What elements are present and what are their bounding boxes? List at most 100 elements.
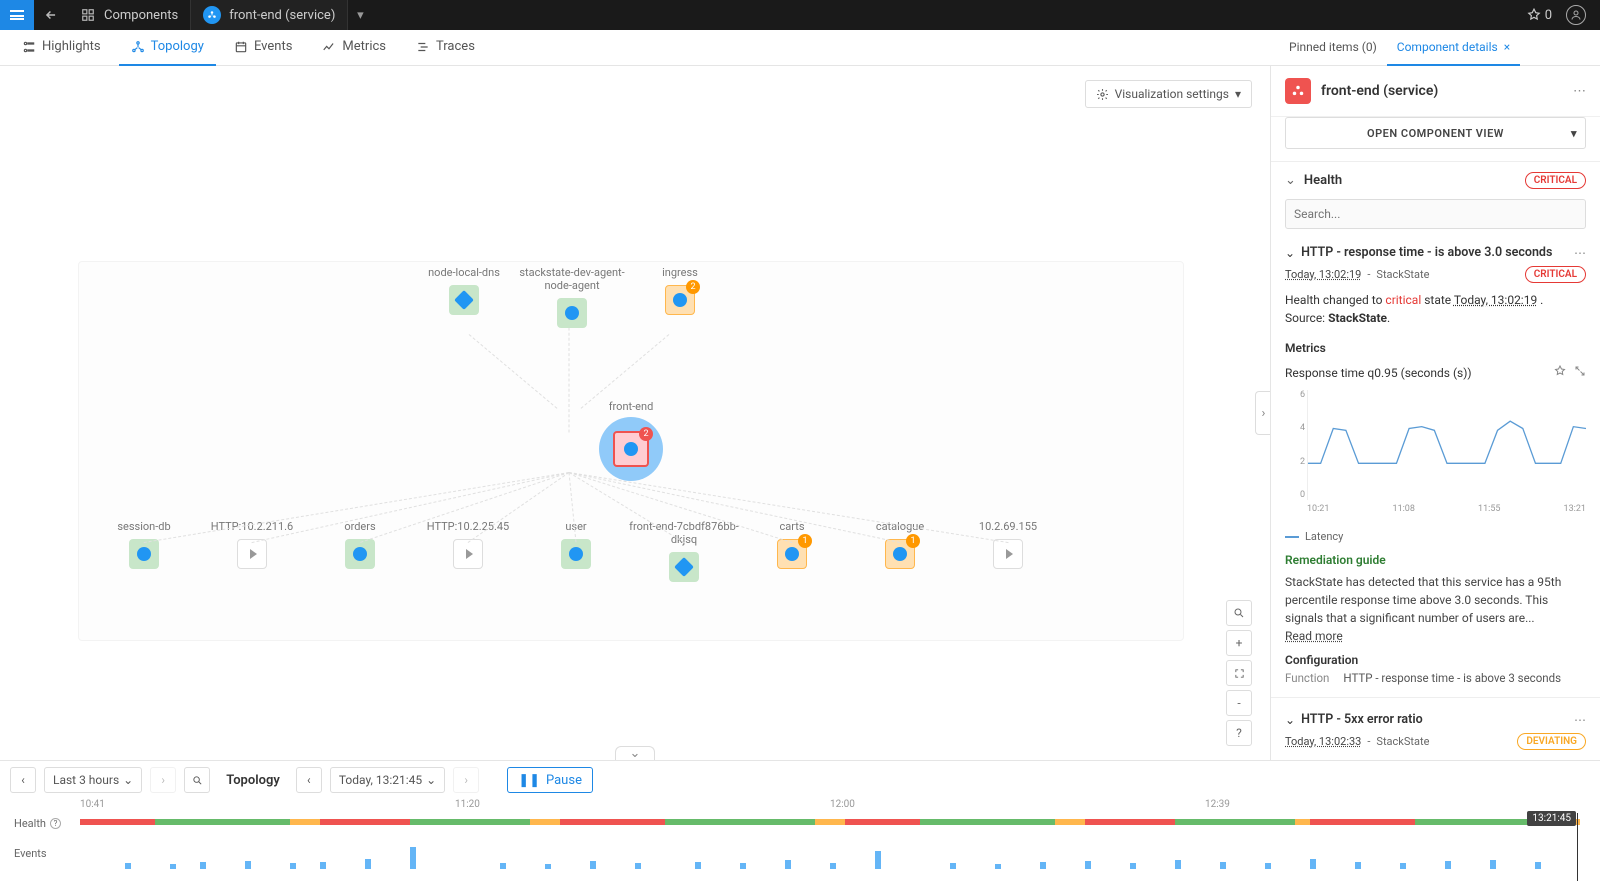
alert-time[interactable]: Today, 13:02:19 [1285, 268, 1361, 281]
timeline-collapse[interactable]: ⌄ [615, 746, 655, 760]
tl-range-dropdown[interactable]: Last 3 hours ⌄ [44, 767, 142, 793]
search-tool[interactable] [1226, 600, 1252, 626]
center-node[interactable]: 2 [599, 417, 663, 481]
node-box[interactable] [449, 285, 479, 315]
node-box[interactable] [129, 539, 159, 569]
node-label: user [521, 520, 631, 533]
close-icon[interactable]: × [1504, 40, 1510, 54]
topology-node[interactable]: stackstate-dev-agent-node-agent [517, 266, 627, 328]
back-button[interactable] [34, 8, 68, 22]
topology-canvas[interactable]: Visualization settings ▾ front-end 2 nod… [0, 66, 1270, 760]
subnav-metrics[interactable]: Metrics [310, 30, 398, 66]
topology-region: front-end 2 node-local-dns stackstate-de… [78, 261, 1184, 641]
health-search[interactable] [1285, 199, 1586, 229]
chevron-down-icon[interactable]: ⌄ [1285, 246, 1295, 260]
gear-icon [1096, 88, 1109, 101]
pause-button[interactable]: ❚❚Pause [507, 767, 593, 793]
help-icon[interactable]: ? [50, 818, 61, 829]
pinned-items-count[interactable]: 0 [1527, 8, 1552, 23]
tab-components[interactable]: Components [68, 0, 191, 30]
node-label: 10.2.69.155 [953, 520, 1063, 533]
hamburger-menu[interactable] [0, 0, 34, 30]
subnav-events[interactable]: Events [222, 30, 304, 66]
alert-badge: CRITICAL [1525, 266, 1586, 283]
pin-icon[interactable] [1554, 365, 1566, 380]
component-title: front-end (service) [1321, 83, 1563, 99]
fit-tool[interactable] [1226, 660, 1252, 686]
topology-node[interactable]: catalogue 1 [845, 520, 955, 569]
node-box[interactable] [557, 298, 587, 328]
components-icon [80, 7, 96, 23]
config-row: Function HTTP - response time - is above… [1285, 671, 1586, 685]
tl-next-range[interactable]: › [150, 767, 176, 793]
metric-chart: 6420 10:2111:0811:5513:21 [1285, 390, 1586, 520]
alert-title: HTTP - response time - is above 3.0 seco… [1301, 245, 1568, 260]
metrics-icon [322, 40, 336, 54]
topology-node[interactable]: user [521, 520, 631, 569]
more-icon[interactable]: ⋯ [1574, 246, 1586, 260]
health-search-input[interactable] [1294, 200, 1577, 228]
chevron-down-icon[interactable]: ⌄ [1285, 713, 1295, 727]
tl-prev-range[interactable]: ‹ [10, 767, 36, 793]
topology-node[interactable]: session-db [89, 520, 199, 569]
visualization-settings[interactable]: Visualization settings ▾ [1085, 80, 1252, 108]
read-more-link[interactable]: Read more [1285, 629, 1343, 643]
alert-item: ⌄ HTTP - 5xx error ratio ⋯ Today, 13:02:… [1271, 697, 1600, 762]
metrics-heading: Metrics [1285, 335, 1586, 361]
tl-prev-time[interactable]: ‹ [296, 767, 322, 793]
metric-name: Response time q0.95 (seconds (s)) [1285, 366, 1554, 380]
panel-header: front-end (service) ⋯ [1271, 66, 1600, 117]
tl-health-bar[interactable] [80, 819, 1580, 825]
service-icon [624, 442, 638, 456]
zoom-out-tool[interactable]: - [1226, 690, 1252, 716]
panel-tab-details[interactable]: Component details × [1387, 30, 1520, 66]
tl-title: Topology [218, 773, 288, 788]
chevron-down-icon: ▾ [1571, 127, 1577, 140]
subnav-topology[interactable]: Topology [119, 30, 216, 66]
topology-node[interactable]: 10.2.69.155 [953, 520, 1063, 569]
node-label: HTTP:10.2.25.45 [413, 520, 523, 533]
topology-node[interactable]: node-local-dns [409, 266, 519, 315]
panel-collapse-handle[interactable]: › [1255, 391, 1270, 435]
expand-icon[interactable] [1574, 365, 1586, 380]
alert-time[interactable]: Today, 13:02:33 [1285, 735, 1361, 748]
more-icon[interactable]: ⋯ [1574, 713, 1586, 727]
center-badge: 2 [639, 427, 653, 441]
zoom-in-tool[interactable]: + [1226, 630, 1252, 656]
highlights-icon [22, 40, 36, 54]
node-box[interactable]: 2 [665, 285, 695, 315]
topology-node[interactable]: front-end-7cbdf876bb-dkjsq [629, 520, 739, 582]
more-icon[interactable]: ⋯ [1573, 84, 1586, 99]
tab-dropdown[interactable]: ▾ [348, 8, 372, 23]
node-box[interactable]: 1 [885, 539, 915, 569]
node-box[interactable]: 1 [777, 539, 807, 569]
tl-zoom[interactable] [184, 767, 210, 793]
node-box[interactable] [453, 539, 483, 569]
subnav-traces[interactable]: Traces [404, 30, 487, 66]
node-box[interactable] [345, 539, 375, 569]
tl-cursor[interactable]: 13:21:45 [1577, 813, 1578, 881]
tl-time-dropdown[interactable]: Today, 13:21:45 ⌄ [330, 767, 445, 793]
health-section-header[interactable]: ⌄ Health CRITICAL [1271, 161, 1600, 199]
panel-tab-pinned[interactable]: Pinned items (0) [1279, 30, 1387, 66]
tl-events-bar[interactable] [80, 839, 1580, 869]
topology-node[interactable]: ingress 2 [625, 266, 735, 315]
node-box[interactable] [669, 552, 699, 582]
node-box[interactable] [561, 539, 591, 569]
node-box[interactable] [993, 539, 1023, 569]
tl-events-label: Events [14, 847, 47, 860]
pin-icon [1527, 8, 1541, 22]
tab-service[interactable]: front-end (service) [191, 0, 348, 30]
topology-node[interactable]: HTTP:10.2.211.6 [197, 520, 307, 569]
subnav-highlights[interactable]: Highlights [10, 30, 113, 66]
tl-next-time[interactable]: › [453, 767, 479, 793]
chevron-down-icon: ▾ [1235, 87, 1241, 101]
user-avatar[interactable] [1566, 5, 1586, 25]
topology-node[interactable]: HTTP:10.2.25.45 [413, 520, 523, 569]
node-box[interactable] [237, 539, 267, 569]
remediation-heading[interactable]: Remediation guide [1285, 547, 1586, 573]
node-label: node-local-dns [409, 266, 519, 279]
help-tool[interactable]: ? [1226, 720, 1252, 746]
events-icon [234, 40, 248, 54]
open-component-view-button[interactable]: OPEN COMPONENT VIEW ▾ [1285, 117, 1586, 149]
